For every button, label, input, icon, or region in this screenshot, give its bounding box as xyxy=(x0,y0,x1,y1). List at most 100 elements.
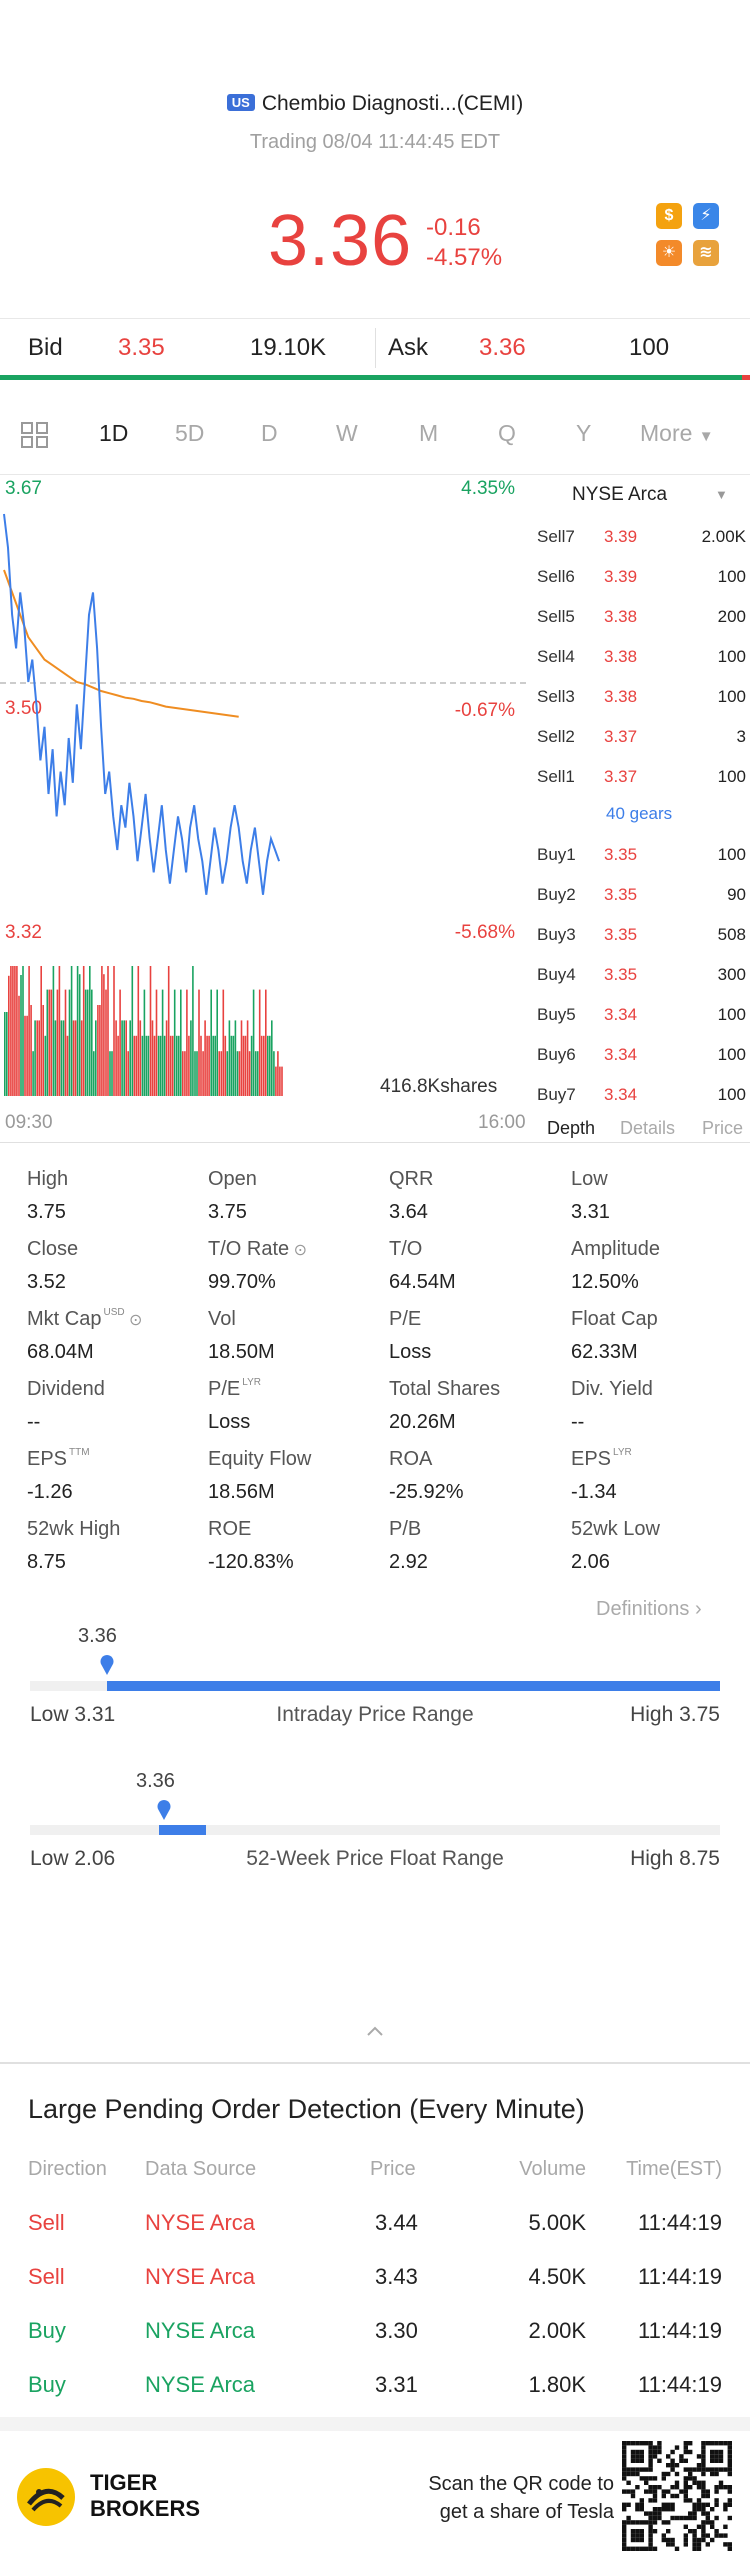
volume-bar xyxy=(42,1005,44,1096)
ob-price: 3.34 xyxy=(604,1045,638,1064)
last-price: 3.36 xyxy=(268,201,413,281)
ob-level-label: Sell5 xyxy=(537,607,575,626)
average-price-line xyxy=(3,569,239,718)
volume-bar xyxy=(232,1035,235,1096)
volume-bar xyxy=(169,1035,172,1096)
tab-depth[interactable]: Depth xyxy=(547,1118,596,1138)
bid-ask-ratio-bar xyxy=(0,375,750,380)
tab-m[interactable]: M xyxy=(419,420,439,446)
volume-bar xyxy=(196,1051,198,1096)
ob-level-label: Buy4 xyxy=(537,965,576,984)
divider xyxy=(0,1142,750,1143)
stat-label: Float Cap xyxy=(571,1308,658,1331)
volume-bar xyxy=(204,1020,206,1096)
volume-bar xyxy=(273,1051,275,1096)
stat-label: Open xyxy=(208,1168,257,1191)
volume-bar xyxy=(34,1020,36,1096)
volume-bar xyxy=(161,989,164,1096)
week52-low: Low 2.06 xyxy=(30,1847,116,1870)
volume-bar xyxy=(129,1020,131,1096)
tab-1d[interactable]: 1D xyxy=(99,420,129,446)
gears-link[interactable]: 40 gears xyxy=(606,804,673,823)
volume-bar xyxy=(246,1020,249,1096)
stat-value: 18.50M xyxy=(208,1341,275,1363)
volume-bar xyxy=(256,1051,259,1096)
volume-bar xyxy=(48,989,51,1096)
info-icon[interactable]: ⊙ xyxy=(289,1242,307,1259)
stat-label: Close xyxy=(27,1238,78,1261)
volume-bar xyxy=(163,1035,166,1096)
volume-bar xyxy=(248,1051,251,1096)
tab-y[interactable]: Y xyxy=(576,420,592,446)
cell-source: NYSE Arca xyxy=(145,2210,256,2235)
stat-label: 52wk High xyxy=(27,1518,120,1541)
price-change: -0.16 -4.57% xyxy=(426,213,502,273)
ask-size: 100 xyxy=(629,334,670,361)
stat-label-text: ROE xyxy=(208,1518,252,1540)
volume-bar xyxy=(281,1066,283,1096)
volume-bar xyxy=(111,1051,113,1096)
info-icon[interactable]: ⊙ xyxy=(124,1312,143,1329)
stat-value: -120.83% xyxy=(208,1551,294,1573)
order-book-sell-row: Sell7 3.39 2.00K xyxy=(536,527,750,567)
ob-level-label: Buy7 xyxy=(537,1085,576,1104)
volume-bar xyxy=(64,989,67,1096)
chevron-up-icon[interactable] xyxy=(363,2020,387,2044)
cell-time: 11:44:19 xyxy=(637,2318,722,2343)
volume-bar xyxy=(230,1035,233,1096)
chevron-down-icon[interactable]: ▼ xyxy=(715,487,728,502)
ob-price: 3.35 xyxy=(604,965,638,984)
volume-bar xyxy=(52,966,55,1096)
volume-bar xyxy=(258,989,261,1096)
tab-5d[interactable]: 5D xyxy=(175,420,205,446)
tiger-logo-icon xyxy=(17,2468,75,2526)
exchange-selector[interactable]: NYSE Arca xyxy=(572,484,667,506)
ob-size: 2.00K xyxy=(701,527,746,546)
ob-size: 200 xyxy=(717,607,746,626)
tab-details[interactable]: Details xyxy=(620,1118,676,1138)
stat-label-text: Dividend xyxy=(27,1378,105,1400)
volume-bar xyxy=(194,1051,196,1096)
lightning-icon[interactable]: ⚡ xyxy=(693,203,719,229)
volume-bar xyxy=(66,1035,69,1096)
stat-value: -- xyxy=(27,1411,41,1433)
week52-range-title: 52-Week Price Float Range xyxy=(246,1847,504,1870)
tab-d[interactable]: D xyxy=(261,420,278,446)
grid-icon[interactable] xyxy=(20,421,50,449)
volume-bar xyxy=(147,1035,150,1096)
ob-price: 3.35 xyxy=(604,925,638,944)
stat-label-text: Low xyxy=(571,1168,608,1190)
tab-more[interactable]: More ▼ xyxy=(640,420,714,447)
volume-bar xyxy=(165,1020,168,1096)
volume-bar xyxy=(275,1066,277,1096)
volume-bar xyxy=(86,989,89,1096)
stat-value: 2.92 xyxy=(389,1551,428,1573)
price-line xyxy=(3,513,281,895)
volume-bar xyxy=(105,989,107,1096)
ob-level-label: Buy5 xyxy=(537,1005,576,1024)
definitions-link[interactable]: Definitions › xyxy=(596,1598,702,1621)
volume-bar xyxy=(135,1035,138,1096)
order-book-sell-row: Sell4 3.38 100 xyxy=(536,647,750,687)
fire-icon[interactable]: ☀ xyxy=(656,240,682,266)
stat-label-text: ROA xyxy=(389,1448,433,1470)
intraday-chart[interactable] xyxy=(0,476,535,1106)
exchange-label: NYSE Arca xyxy=(572,484,668,505)
stack-icon[interactable]: ≋ xyxy=(693,240,719,266)
dollar-icon[interactable]: $ xyxy=(656,203,682,229)
volume-bar xyxy=(250,1035,253,1096)
tab-price[interactable]: Price xyxy=(702,1118,744,1138)
volume-bar xyxy=(18,995,20,1096)
volume-bar xyxy=(4,1012,6,1096)
tab-w[interactable]: W xyxy=(336,420,358,446)
ob-size: 300 xyxy=(717,965,746,984)
volume-bar xyxy=(234,1020,237,1096)
cell-price: 3.44 xyxy=(375,2210,418,2235)
stat-label-sup: LYR xyxy=(613,1447,632,1458)
stat-label: Total Shares xyxy=(389,1378,500,1401)
tab-q[interactable]: Q xyxy=(498,420,516,446)
volume-bar xyxy=(214,1035,216,1096)
intraday-range-title: Intraday Price Range xyxy=(276,1703,474,1726)
volume-bar xyxy=(101,966,103,1096)
volume-bar xyxy=(236,1051,239,1096)
